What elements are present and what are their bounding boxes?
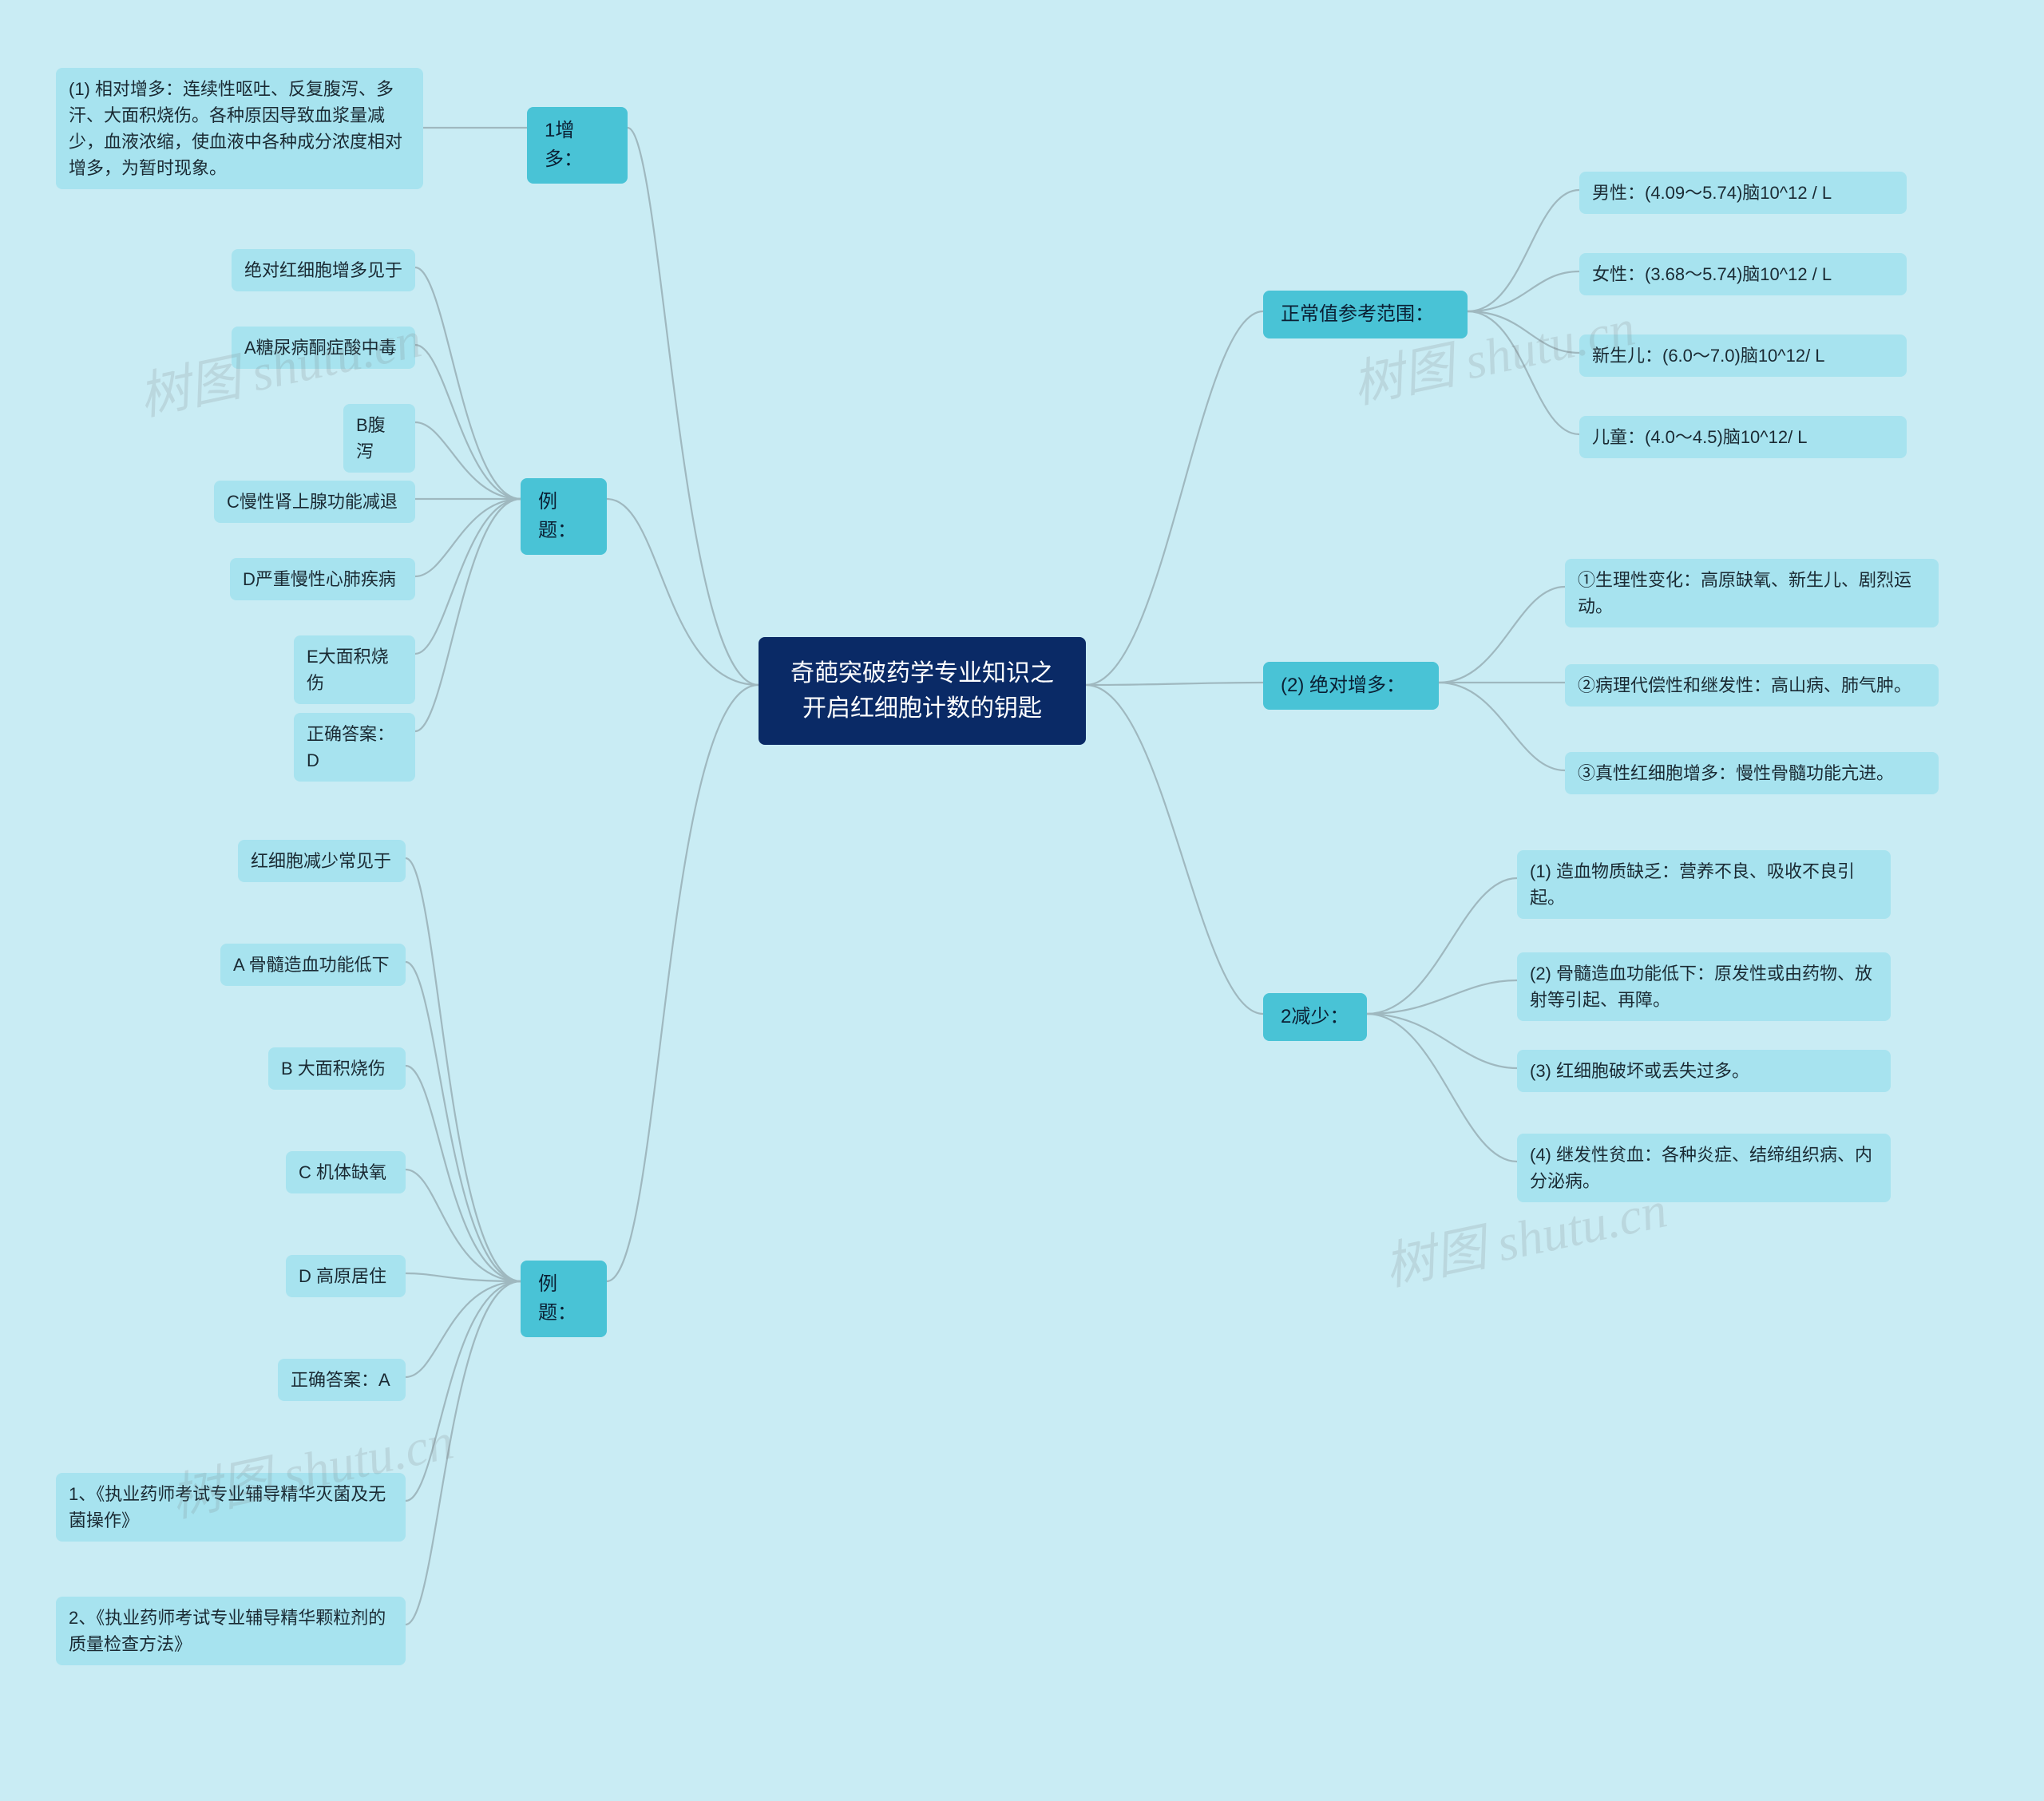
branch-example1-label: 例题：	[538, 491, 576, 541]
branch-abs-increase: (2) 绝对增多：	[1263, 662, 1439, 710]
leaf-example1-4: D严重慢性心肺疾病	[230, 558, 415, 600]
mindmap-canvas: 奇葩突破药学专业知识之 开启红细胞计数的钥匙 正常值参考范围： 男性：(4.09…	[0, 0, 2044, 1801]
leaf-example2-ref-1: 2、《执业药师考试专业辅导精华颗粒剂的质量检查方法》	[56, 1597, 406, 1665]
leaf-decrease-0: (1) 造血物质缺乏：营养不良、吸收不良引起。	[1517, 850, 1891, 919]
leaf-normal-range-1: 女性：(3.68～5.74)脑10^12 / L	[1579, 253, 1907, 295]
leaf-example1-5: E大面积烧伤	[294, 635, 415, 704]
leaf-example1-0-text: 绝对红细胞增多见于	[244, 260, 402, 280]
root-line2: 开启红细胞计数的钥匙	[802, 695, 1042, 722]
leaf-example2-2: B 大面积烧伤	[268, 1047, 406, 1090]
leaf-example1-2: B腹泻	[343, 404, 415, 473]
leaf-example2-ref-0: 1、《执业药师考试专业辅导精华灭菌及无菌操作》	[56, 1473, 406, 1542]
leaf-example2-0-text: 红细胞减少常见于	[251, 851, 391, 871]
leaf-decrease-1: (2) 骨髓造血功能低下：原发性或由药物、放射等引起、再障。	[1517, 952, 1891, 1021]
leaf-example2-4-text: D 高原居住	[299, 1266, 386, 1286]
branch-normal-range: 正常值参考范围：	[1263, 291, 1468, 338]
branch-increase-label: 1增多：	[545, 120, 583, 170]
leaf-example1-1: A糖尿病酮症酸中毒	[232, 327, 415, 369]
branch-increase: 1增多：	[527, 107, 628, 184]
leaf-decrease-3: (4) 继发性贫血：各种炎症、结缔组织病、内分泌病。	[1517, 1134, 1891, 1202]
leaf-normal-range-1-text: 女性：(3.68～5.74)脑10^12 / L	[1592, 264, 1832, 284]
leaf-example1-2-text: B腹泻	[356, 415, 386, 461]
leaf-example1-6: 正确答案：D	[294, 713, 415, 782]
branch-normal-range-label: 正常值参考范围：	[1281, 303, 1434, 325]
leaf-decrease-0-text: (1) 造血物质缺乏：营养不良、吸收不良引起。	[1530, 861, 1855, 908]
leaf-example2-ref-0-text: 1、《执业药师考试专业辅导精华灭菌及无菌操作》	[69, 1484, 386, 1530]
leaf-abs-increase-1-text: ②病理代偿性和继发性：高山病、肺气肿。	[1578, 675, 1911, 695]
leaf-example2-ref-1-text: 2、《执业药师考试专业辅导精华颗粒剂的质量检查方法》	[69, 1608, 386, 1654]
leaf-abs-increase-0-text: ①生理性变化：高原缺氧、新生儿、剧烈运动。	[1578, 570, 1911, 616]
branch-abs-increase-label: (2) 绝对增多：	[1281, 675, 1405, 696]
leaf-normal-range-0: 男性：(4.09～5.74)脑10^12 / L	[1579, 172, 1907, 214]
leaf-decrease-2-text: (3) 红细胞破坏或丢失过多。	[1530, 1061, 1749, 1081]
leaf-example1-0: 绝对红细胞增多见于	[232, 249, 415, 291]
branch-decrease: 2减少：	[1263, 993, 1367, 1041]
leaf-normal-range-3-text: 儿童：(4.0～4.5)脑10^12/ L	[1592, 427, 1808, 447]
leaf-increase-note-text: (1) 相对增多：连续性呕吐、反复腹泻、多汗、大面积烧伤。各种原因导致血浆量减少…	[69, 79, 402, 178]
leaf-example1-1-text: A糖尿病酮症酸中毒	[244, 338, 397, 358]
root-line1: 奇葩突破药学专业知识之	[790, 660, 1054, 687]
leaf-example2-3-text: C 机体缺氧	[299, 1162, 386, 1182]
root-node: 奇葩突破药学专业知识之 开启红细胞计数的钥匙	[759, 637, 1086, 745]
leaf-decrease-1-text: (2) 骨髓造血功能低下：原发性或由药物、放射等引起、再障。	[1530, 964, 1872, 1010]
leaf-increase-note: (1) 相对增多：连续性呕吐、反复腹泻、多汗、大面积烧伤。各种原因导致血浆量减少…	[56, 68, 423, 189]
leaf-example1-5-text: E大面积烧伤	[307, 647, 389, 693]
branch-example2-label: 例题：	[538, 1273, 576, 1324]
leaf-normal-range-3: 儿童：(4.0～4.5)脑10^12/ L	[1579, 416, 1907, 458]
branch-decrease-label: 2减少：	[1281, 1006, 1349, 1027]
leaf-normal-range-2: 新生儿：(6.0～7.0)脑10^12/ L	[1579, 334, 1907, 377]
leaf-abs-increase-2-text: ③真性红细胞增多：慢性骨髓功能亢进。	[1578, 763, 1894, 783]
leaf-example1-6-text: 正确答案：D	[307, 724, 394, 770]
leaf-example1-3-text: C慢性肾上腺功能减退	[227, 492, 398, 512]
leaf-example1-3: C慢性肾上腺功能减退	[214, 481, 415, 523]
leaf-example2-4: D 高原居住	[286, 1255, 406, 1297]
leaf-abs-increase-0: ①生理性变化：高原缺氧、新生儿、剧烈运动。	[1565, 559, 1939, 627]
leaf-abs-increase-1: ②病理代偿性和继发性：高山病、肺气肿。	[1565, 664, 1939, 707]
leaf-example2-5: 正确答案：A	[278, 1359, 406, 1401]
leaf-example2-5-text: 正确答案：A	[291, 1370, 390, 1390]
branch-example2: 例题：	[521, 1261, 607, 1337]
leaf-normal-range-0-text: 男性：(4.09～5.74)脑10^12 / L	[1592, 183, 1832, 203]
leaf-example2-1: A 骨髓造血功能低下	[220, 944, 406, 986]
leaf-example2-1-text: A 骨髓造血功能低下	[233, 955, 390, 975]
leaf-example1-4-text: D严重慢性心肺疾病	[243, 569, 396, 589]
leaf-abs-increase-2: ③真性红细胞增多：慢性骨髓功能亢进。	[1565, 752, 1939, 794]
leaf-decrease-3-text: (4) 继发性贫血：各种炎症、结缔组织病、内分泌病。	[1530, 1145, 1872, 1191]
leaf-example2-3: C 机体缺氧	[286, 1151, 406, 1193]
leaf-normal-range-2-text: 新生儿：(6.0～7.0)脑10^12/ L	[1592, 346, 1825, 366]
leaf-example2-2-text: B 大面积烧伤	[281, 1059, 386, 1079]
leaf-example2-0: 红细胞减少常见于	[238, 840, 406, 882]
leaf-decrease-2: (3) 红细胞破坏或丢失过多。	[1517, 1050, 1891, 1092]
branch-example1: 例题：	[521, 478, 607, 555]
